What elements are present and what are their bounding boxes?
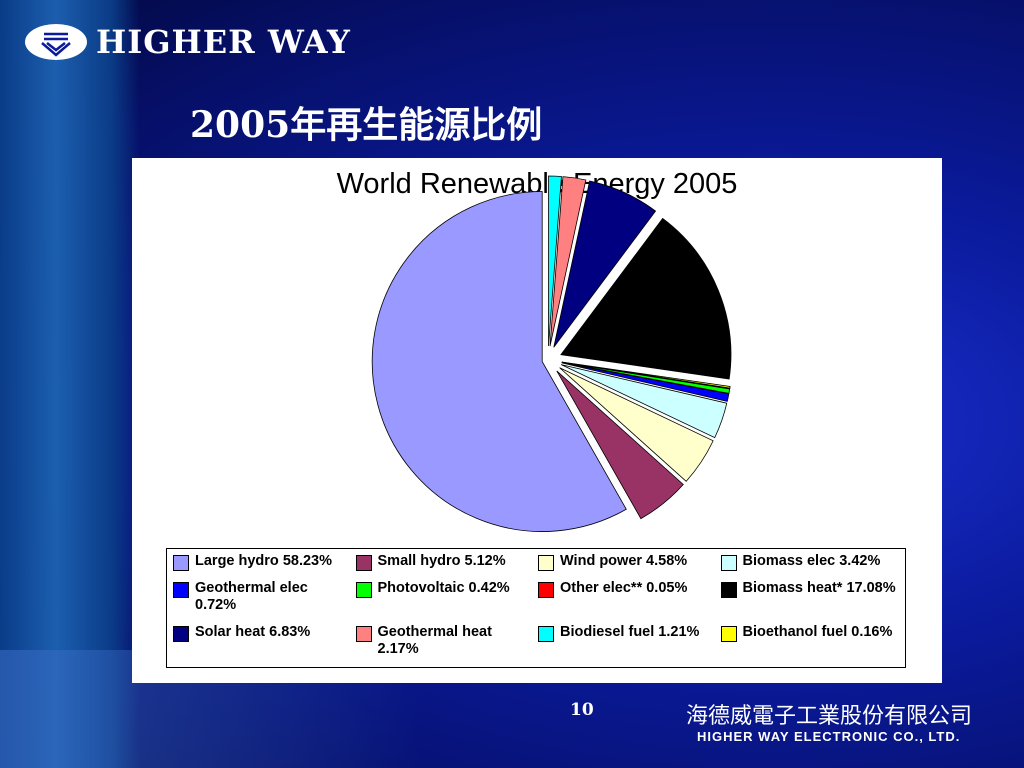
- legend-swatch: [538, 582, 554, 599]
- chart-panel: World Renewable Energy 2005 Large hydro …: [132, 158, 942, 683]
- legend-label: Solar heat 6.83%: [195, 623, 311, 640]
- company-logo: HIGHER WAY: [24, 22, 351, 62]
- legend-item: Other elec** 0.05%: [538, 580, 717, 619]
- company-name-english: HIGHER WAY ELECTRONIC CO., LTD.: [697, 729, 961, 744]
- legend-item: Wind power 4.58%: [538, 553, 717, 576]
- logo-emblem-icon: [25, 24, 87, 60]
- legend-label: Other elec** 0.05%: [560, 580, 688, 597]
- legend-label: Bioethanol fuel 0.16%: [742, 623, 893, 640]
- pie-slice-geothermal-elec: [561, 362, 730, 402]
- pie-chart: [371, 175, 732, 532]
- company-name-chinese: 海德威電子工業股份有限公司: [686, 703, 973, 728]
- page-number: 10: [570, 700, 594, 720]
- legend-swatch: [355, 555, 372, 571]
- pie-slice-wind-power: [559, 367, 714, 482]
- legend-item: Geothermal heat 2.17%: [355, 623, 535, 663]
- legend-swatch: [355, 625, 372, 642]
- legend-label: Small hydro 5.12%: [377, 553, 506, 569]
- pie-slice-solar-heat: [553, 180, 657, 348]
- pie-slice-biodiesel-fuel: [548, 175, 562, 347]
- legend-item: Solar heat 6.83%: [173, 624, 352, 663]
- legend-item: Geothermal elec 0.72%: [173, 580, 352, 619]
- pie-slice-biomass-heat: [560, 217, 732, 380]
- legend-label: Wind power 4.58%: [560, 553, 688, 569]
- legend-swatch: [720, 582, 737, 599]
- pie-slice-geothermal-heat: [549, 176, 587, 347]
- legend-swatch: [173, 555, 189, 571]
- slide-title: 2005年再生能源比例: [190, 104, 543, 146]
- logo-text: HIGHER WAY: [96, 23, 351, 61]
- legend-swatch: [538, 555, 554, 571]
- legend-label: Geothermal heat 2.17%: [377, 623, 492, 657]
- legend-label: Large hydro 58.23%: [195, 553, 332, 569]
- legend-label: Photovoltaic 0.42%: [377, 580, 510, 597]
- chart-legend: Large hydro 58.23% Small hydro 5.12% Wind …: [166, 548, 906, 668]
- legend-item: Large hydro 58.23%: [173, 553, 352, 576]
- legend-swatch: [173, 625, 189, 642]
- legend-swatch: [720, 555, 737, 571]
- legend-item: Biodiesel fuel 1.21%: [538, 624, 717, 663]
- legend-label: Biomass heat* 17.08%: [742, 580, 896, 597]
- legend-label: Biomass elec 3.42%: [742, 553, 881, 569]
- legend-label: Geothermal elec 0.72%: [195, 580, 308, 614]
- legend-label: Biodiesel fuel 1.21%: [560, 623, 700, 640]
- pie-slice-large-hydro: [371, 191, 627, 532]
- legend-swatch: [355, 582, 372, 599]
- legend-item: Biomass heat* 17.08%: [720, 580, 900, 619]
- legend-swatch: [720, 625, 737, 642]
- legend-item: Small hydro 5.12%: [355, 553, 535, 576]
- pie-slice-small-hydro: [556, 370, 684, 520]
- legend-item: Bioethanol fuel 0.16%: [720, 623, 900, 663]
- pie-slice-photovoltaic: [561, 361, 731, 394]
- pie-slice-biomass-elec: [561, 364, 728, 439]
- legend-item: Biomass elec 3.42%: [720, 553, 900, 576]
- legend-swatch: [538, 625, 554, 642]
- legend-item: Photovoltaic 0.42%: [355, 580, 535, 619]
- legend-swatch: [173, 582, 189, 599]
- circuit-board-graphic: [0, 0, 140, 768]
